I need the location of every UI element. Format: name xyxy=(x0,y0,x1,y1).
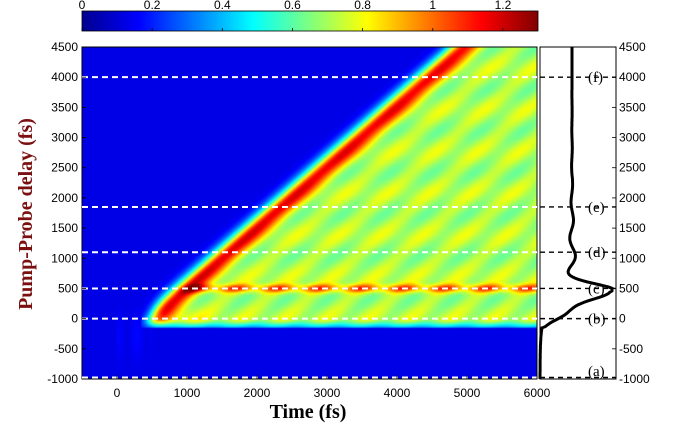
right-y-tick-label: 4000 xyxy=(619,70,646,84)
right-y-tick-label: 500 xyxy=(619,281,639,295)
colorbar-tick-label: 0 xyxy=(79,0,86,12)
heatmap-image xyxy=(82,47,537,379)
x-tick-label: 4000 xyxy=(384,386,411,400)
panel-label: (d) xyxy=(588,245,606,261)
panel-label: (c) xyxy=(588,281,605,297)
profile-panel: (a) (b) (c) (d) (e) (f) xyxy=(538,46,617,380)
y-tick-label: 0 xyxy=(71,312,78,326)
y-tick-label: -1000 xyxy=(47,372,78,386)
x-axis-title: Time (fs) xyxy=(270,401,347,423)
right-y-tick-label: 1500 xyxy=(619,221,646,235)
heatmap-plot xyxy=(81,46,538,380)
marked-delay-lines xyxy=(82,76,537,379)
right-y-tick-label: 3500 xyxy=(619,100,646,114)
right-y-tick-label: 4500 xyxy=(619,40,646,54)
y-tick-label: 500 xyxy=(58,281,78,295)
right-y-axis-ticks: -1000 -500 0 500 1000 1500 2000 2500 3000 3500 400… xyxy=(612,40,650,386)
y-tick-label: 4500 xyxy=(51,40,78,54)
colorbar-tick-label: 1.2 xyxy=(495,0,512,12)
y-tick-label: 1000 xyxy=(51,251,78,265)
panel-label: (a) xyxy=(588,364,605,380)
y-tick-label: 2000 xyxy=(51,191,78,205)
y-tick-label: -500 xyxy=(54,342,78,356)
x-tick-label: 1000 xyxy=(174,386,201,400)
x-tick-label: 5000 xyxy=(454,386,481,400)
colorbar-ticks: 0 0.2 0.4 0.6 0.8 1 1.2 xyxy=(79,0,512,31)
y-axis-ticks: -1000 -500 0 500 1000 1500 2000 2500 3000 3500 400… xyxy=(47,40,86,386)
y-tick-label: 3500 xyxy=(51,100,78,114)
panel-labels: (a) (b) (c) (d) (e) (f) xyxy=(588,70,606,380)
panel-label: (b) xyxy=(588,312,606,328)
right-y-tick-label: -500 xyxy=(619,342,643,356)
panel-label: (e) xyxy=(588,200,605,216)
colorbar-bar xyxy=(81,10,539,32)
x-tick-label: 2000 xyxy=(244,386,271,400)
y-tick-label: 4000 xyxy=(51,70,78,84)
x-tick-label: 3000 xyxy=(314,386,341,400)
heatmap-frame xyxy=(81,46,538,380)
right-y-tick-label: 2000 xyxy=(619,191,646,205)
right-y-tick-label: 1000 xyxy=(619,251,646,265)
panel-label: (f) xyxy=(588,70,603,86)
y-tick-label: 3000 xyxy=(51,131,78,145)
right-y-tick-label: 0 xyxy=(619,312,626,326)
profile-dashed-lines xyxy=(540,76,616,379)
right-y-tick-label: 2500 xyxy=(619,161,646,175)
right-y-tick-label: 3000 xyxy=(619,131,646,145)
colorbar-tick-label: 0.2 xyxy=(144,0,161,12)
colorbar-tick-label: 0.6 xyxy=(284,0,301,12)
y-tick-label: 1500 xyxy=(51,221,78,235)
y-axis-title: Pump-Probe delay (fs) xyxy=(15,118,37,310)
colorbar-tick-label: 0.8 xyxy=(354,0,371,12)
colorbar: 0 0.2 0.4 0.6 0.8 1 1.2 xyxy=(79,0,539,32)
profile-frame xyxy=(539,46,617,380)
colorbar-tick-label: 1 xyxy=(429,0,436,12)
profile-curve xyxy=(538,47,614,379)
colorbar-tick-label: 0.4 xyxy=(214,0,231,12)
x-tick-label: 6000 xyxy=(524,386,551,400)
right-y-tick-label: -1000 xyxy=(619,372,650,386)
x-tick-label: 0 xyxy=(114,386,121,400)
y-tick-label: 2500 xyxy=(51,161,78,175)
x-axis-ticks: 0 1000 2000 3000 4000 5000 6000 xyxy=(114,375,551,400)
